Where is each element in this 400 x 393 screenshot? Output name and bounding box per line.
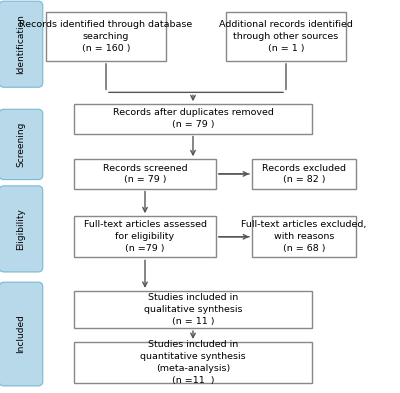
FancyBboxPatch shape [226,12,346,61]
FancyBboxPatch shape [74,291,312,328]
Text: Eligibility: Eligibility [16,208,26,250]
FancyBboxPatch shape [74,216,216,257]
Text: Records identified through database
searching
(n = 160 ): Records identified through database sear… [19,20,193,53]
Text: Studies included in
quantitative synthesis
(meta-analysis)
(n =11  ): Studies included in quantitative synthes… [140,340,246,385]
Text: Full-text articles excluded,
with reasons
(n = 68 ): Full-text articles excluded, with reason… [241,220,367,253]
Text: Records excluded
(n = 82 ): Records excluded (n = 82 ) [262,163,346,184]
Text: Included: Included [16,315,26,353]
Text: Records screened
(n = 79 ): Records screened (n = 79 ) [103,163,187,184]
FancyBboxPatch shape [252,159,356,189]
FancyBboxPatch shape [252,216,356,257]
FancyBboxPatch shape [46,12,166,61]
Text: Studies included in
qualitative synthesis
(n = 11 ): Studies included in qualitative synthesi… [144,293,242,326]
Text: Screening: Screening [16,122,26,167]
FancyBboxPatch shape [0,1,43,87]
FancyBboxPatch shape [0,186,43,272]
FancyBboxPatch shape [74,104,312,134]
Text: Additional records identified
through other sources
(n = 1 ): Additional records identified through ot… [219,20,353,53]
FancyBboxPatch shape [0,109,43,180]
Text: Records after duplicates removed
(n = 79 ): Records after duplicates removed (n = 79… [112,108,274,129]
FancyBboxPatch shape [0,282,43,386]
Text: Full-text articles assessed
for eligibility
(n =79 ): Full-text articles assessed for eligibil… [84,220,206,253]
FancyBboxPatch shape [74,342,312,383]
FancyBboxPatch shape [74,159,216,189]
Text: Identification: Identification [16,14,26,74]
